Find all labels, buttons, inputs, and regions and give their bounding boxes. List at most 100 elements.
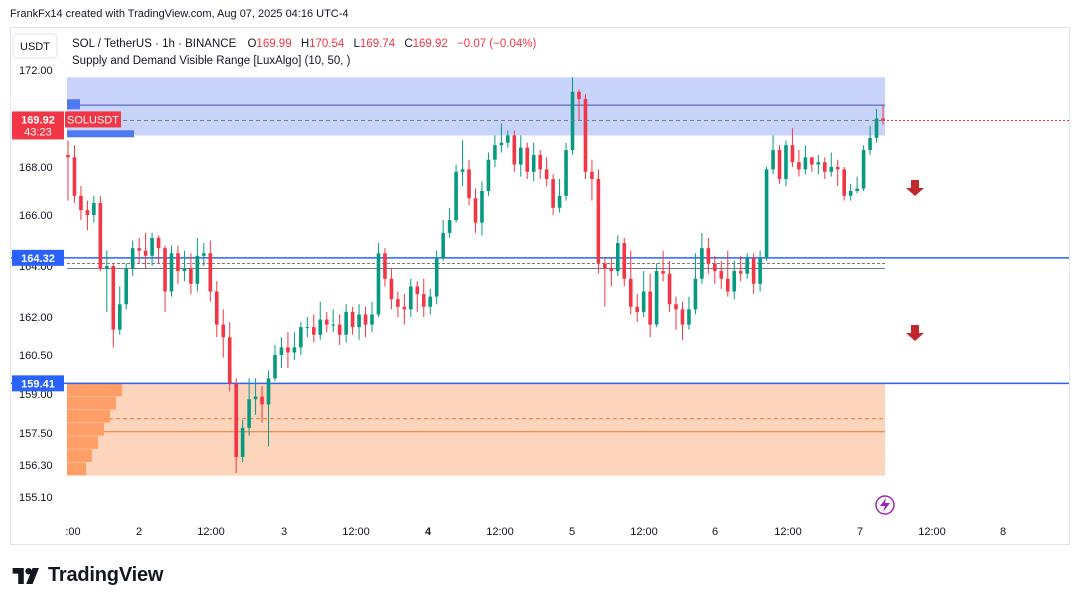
candle — [603, 258, 607, 307]
candle-body — [85, 210, 90, 215]
candle — [260, 386, 264, 423]
candle-body — [311, 327, 316, 335]
candle-body — [189, 268, 193, 284]
candle — [861, 145, 866, 191]
candle — [790, 128, 795, 167]
time-tick-label: 12:00 — [774, 526, 802, 538]
candle-body — [92, 203, 96, 215]
candle — [389, 268, 394, 310]
candle — [506, 130, 510, 148]
candle — [137, 237, 141, 264]
candle-body — [842, 169, 846, 196]
candle-body — [764, 169, 769, 259]
candle — [622, 237, 627, 287]
candle-body — [758, 258, 762, 284]
candle — [616, 235, 620, 277]
candle-body — [467, 169, 471, 199]
candle — [299, 322, 303, 355]
time-tick-label: 12:00 — [918, 526, 946, 538]
candle — [318, 301, 323, 340]
time-tick-label: 4 — [425, 526, 432, 538]
price-tick-label: 160.50 — [19, 350, 53, 362]
price-chart[interactable]: 172.00168.00166.00164.00162.00160.50159.… — [11, 28, 1069, 544]
candle-body — [635, 306, 640, 312]
price-tick-label: 162.00 — [19, 312, 53, 324]
chart-frame[interactable]: 172.00 168.00 166.00 164.00 162.00 160.50 159.… — [10, 27, 1070, 545]
candle-body — [273, 355, 277, 379]
candle-body — [286, 347, 290, 353]
candle — [143, 232, 148, 269]
candle — [693, 253, 698, 315]
candle-body — [661, 271, 665, 274]
candle-body — [797, 162, 801, 170]
candle-body — [564, 150, 568, 196]
candle-body — [117, 304, 122, 330]
candle — [402, 294, 407, 325]
demand-profile-bar — [67, 396, 116, 410]
candle — [331, 309, 335, 333]
candle-body — [493, 145, 497, 160]
tradingview-logo[interactable]: TradingView — [12, 564, 163, 587]
indicator-legend[interactable]: Supply and Demand Visible Range [LuxAlgo… — [72, 55, 351, 67]
candle — [822, 157, 827, 179]
candle-body — [350, 311, 355, 328]
candle — [253, 378, 258, 415]
candle-body — [609, 268, 614, 272]
tradingview-logo-text: TradingView — [48, 564, 164, 586]
candle-body — [822, 162, 827, 172]
countdown-label: 43:23 — [24, 126, 52, 138]
candle — [596, 169, 601, 274]
candle-body — [370, 314, 374, 325]
time-tick-label: 3 — [281, 526, 287, 538]
candle-body — [538, 154, 542, 170]
candle — [661, 250, 665, 282]
candle — [324, 311, 329, 333]
candle-body — [163, 248, 167, 292]
candle — [311, 314, 316, 343]
candle — [654, 263, 659, 328]
candle — [628, 250, 633, 315]
candle — [544, 157, 549, 187]
candle — [881, 105, 885, 125]
candle — [564, 142, 568, 201]
candle — [725, 250, 730, 297]
time-axis[interactable]: :00 2 12:00 3 12:00 4 12:00 5 12:00 6 12:00 7 12:00 8 — [65, 526, 1006, 538]
candle — [635, 294, 640, 323]
candle-body — [861, 150, 866, 189]
candle — [357, 304, 361, 340]
candle — [66, 140, 70, 201]
candle — [518, 135, 523, 177]
candle — [363, 306, 368, 338]
candle-body — [454, 171, 458, 221]
candle-body — [518, 147, 523, 165]
candle-body — [628, 278, 633, 307]
candle-body — [674, 304, 678, 310]
candle-body — [409, 286, 413, 310]
candle — [454, 164, 458, 223]
candle — [111, 263, 116, 348]
legend-symbol: SOL / TetherUS · 1h · BINANCE — [72, 38, 237, 50]
candle-body — [590, 171, 594, 179]
candle-body — [240, 427, 245, 457]
candle-body — [202, 253, 206, 256]
candle-body — [557, 195, 562, 208]
candle — [745, 253, 749, 279]
lightning-icon[interactable] — [875, 495, 895, 515]
currency-button[interactable] — [12, 33, 58, 59]
candle — [473, 188, 478, 233]
candle-body — [79, 195, 83, 211]
candle — [874, 108, 879, 143]
candle — [240, 420, 245, 463]
candle-body — [848, 191, 853, 196]
time-tick-label: 7 — [857, 526, 863, 538]
candle-body — [396, 299, 400, 307]
candle-body — [292, 347, 297, 353]
candle-body — [299, 327, 303, 348]
candle — [234, 378, 238, 473]
candle — [247, 378, 251, 436]
candle — [835, 159, 840, 187]
candle-body — [402, 306, 407, 310]
price-tick-label: 168.00 — [19, 162, 53, 174]
demand-profile-bar — [67, 436, 98, 449]
candle-body — [389, 278, 394, 300]
